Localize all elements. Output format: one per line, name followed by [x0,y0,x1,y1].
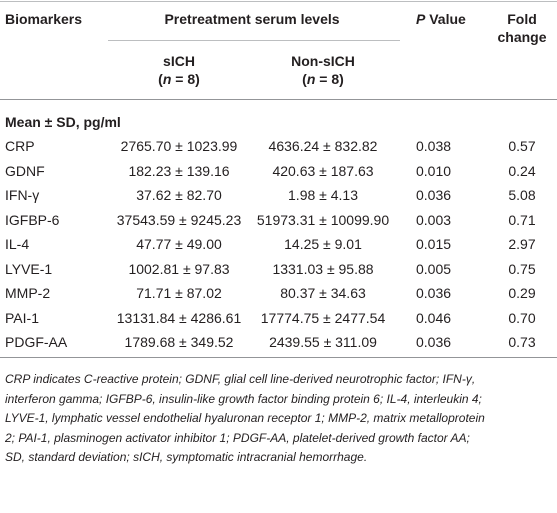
subheader-text: Non-sICH [291,53,355,69]
cell: 0.010 [416,162,452,179]
subheader-text: ( [158,71,163,87]
subheader-text: = 8) [171,71,200,87]
footnote-line: 2; PAI-1, plasminogen activator inhibito… [5,430,470,445]
subheader-cell: Non-sICH (n = 8) [291,52,355,88]
row-label: CRP [5,138,35,154]
header-cell: Fold change [497,10,546,46]
cell: 13131.84 ± 4286.61 [116,309,242,326]
header-italic: P [416,11,426,27]
cell: 0.038 [416,138,452,154]
rule [0,1,557,2]
cell: 2439.55 ± 311.09 [269,334,377,350]
subheader-italic: n [306,71,316,87]
header-text: Value [425,11,466,27]
row-label: IFN-γ [5,187,40,203]
cell: 2765.70 ± 1023.99 [120,138,238,154]
cell: 37.62 ± 82.70 [136,187,222,203]
subheader-cell: sICH (n = 8) [158,52,200,88]
cell: 0.57 [508,138,536,154]
cell: 0.24 [508,162,536,179]
row-label: IL-4 [5,236,30,252]
cell: 1789.68 ± 349.52 [124,334,234,350]
footnote-line: CRP indicates C-reactive protein; GDNF, … [5,372,476,386]
row-label: LYVE-1 [5,260,53,277]
cell: 0.75 [508,260,536,277]
header-text: Fold [507,11,537,27]
header-cell: Pretreatment serum levels [164,11,340,27]
cell: 0.046 [416,309,452,326]
footnote-line: interferon gamma; IGFBP-6, insulin-like … [5,391,482,406]
footnote-line: SD, standard deviation; sICH, symptomati… [5,450,368,464]
cell: 0.005 [416,260,452,277]
rule [0,99,557,100]
subheader-italic: n [162,71,172,87]
cell: 1331.03 ± 95.88 [272,260,374,277]
cell: 1.98 ± 4.13 [288,187,358,203]
header-text: change [497,29,547,45]
subheader-text: = 8) [315,71,344,87]
cell: 47.77 ± 49.00 [136,236,222,252]
row-label: PDGF-AA [5,334,68,350]
cell: 0.73 [508,334,536,350]
section-label: Mean ± SD, pg/ml [5,114,121,130]
cell: 1002.81 ± 97.83 [128,260,230,277]
cell: 0.29 [508,285,536,301]
cell: 182.23 ± 139.16 [128,162,230,179]
header-cell: P Value [416,10,466,28]
footnote-line: LYVE-1, lymphatic vessel endothelial hya… [5,411,485,425]
row-label: GDNF [5,162,45,179]
row-label: IGFBP-6 [5,211,60,228]
cell: 0.003 [416,211,452,228]
cell: 17774.75 ± 2477.54 [260,309,386,326]
cell: 80.37 ± 34.63 [280,285,366,301]
cell: 0.015 [416,236,452,252]
cell: 37543.59 ± 9245.23 [116,211,242,228]
cell: 0.71 [508,211,536,228]
cell: 0.036 [416,334,452,350]
cell: 0.036 [416,187,452,203]
cell: 4636.24 ± 832.82 [268,138,378,154]
subheader-text: sICH [163,53,195,69]
cell: 5.08 [508,187,536,203]
rule [108,40,400,41]
cell: 51973.31 ± 10099.90 [256,211,390,228]
rule [0,357,557,358]
cell: 0.036 [416,285,452,301]
cell: 0.70 [508,309,536,326]
cell: 71.71 ± 87.02 [136,285,222,301]
subheader-text: ( [302,71,307,87]
row-label: MMP-2 [5,285,51,301]
cell: 2.97 [508,236,536,252]
row-label: PAI-1 [5,309,39,326]
cell: 420.63 ± 187.63 [272,162,374,179]
header-cell: Biomarkers [5,11,83,27]
cell: 14.25 ± 9.01 [284,236,362,252]
